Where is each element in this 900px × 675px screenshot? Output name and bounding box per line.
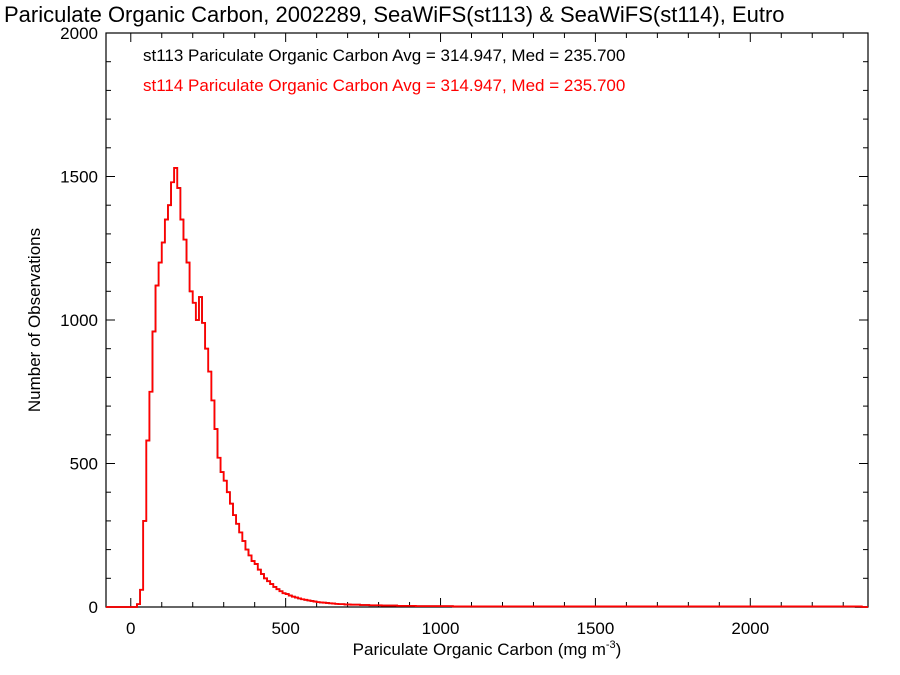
x-tick-label: 500 xyxy=(271,619,299,638)
axis-ticks xyxy=(106,32,868,608)
y-tick-label: 1500 xyxy=(60,168,98,187)
x-tick-label: 2000 xyxy=(731,619,769,638)
y-axis-title: Number of Observations xyxy=(25,228,44,412)
axis-tick-labels: 0 500 1000 1500 2000 0 500 1000 1500 2000 xyxy=(60,24,769,638)
y-tick-label: 500 xyxy=(70,455,98,474)
histogram-line-st113 xyxy=(106,167,868,608)
x-axis-title: Pariculate Organic Carbon (mg m-3) xyxy=(353,639,622,659)
y-tick-label: 2000 xyxy=(60,24,98,43)
x-tick-label: 1000 xyxy=(422,619,460,638)
x-axis-title-main: Pariculate Organic Carbon (mg m xyxy=(353,640,606,659)
y-tick-label: 1000 xyxy=(60,311,98,330)
plot-frame xyxy=(105,32,869,608)
series-st113-stats: st113 Pariculate Organic Carbon Avg = 31… xyxy=(143,46,625,65)
y-tick-label: 0 xyxy=(89,598,98,617)
x-axis-title-suffix: ) xyxy=(616,640,622,659)
histogram-line-st114 xyxy=(106,166,868,608)
x-tick-label: 0 xyxy=(126,619,135,638)
series-st114-stats: st114 Pariculate Organic Carbon Avg = 31… xyxy=(143,76,625,95)
x-axis-title-exponent: -3 xyxy=(606,639,616,651)
histogram-series xyxy=(106,166,868,608)
x-tick-label: 1500 xyxy=(577,619,615,638)
chart-title: Pariculate Organic Carbon, 2002289, SeaW… xyxy=(4,2,785,27)
